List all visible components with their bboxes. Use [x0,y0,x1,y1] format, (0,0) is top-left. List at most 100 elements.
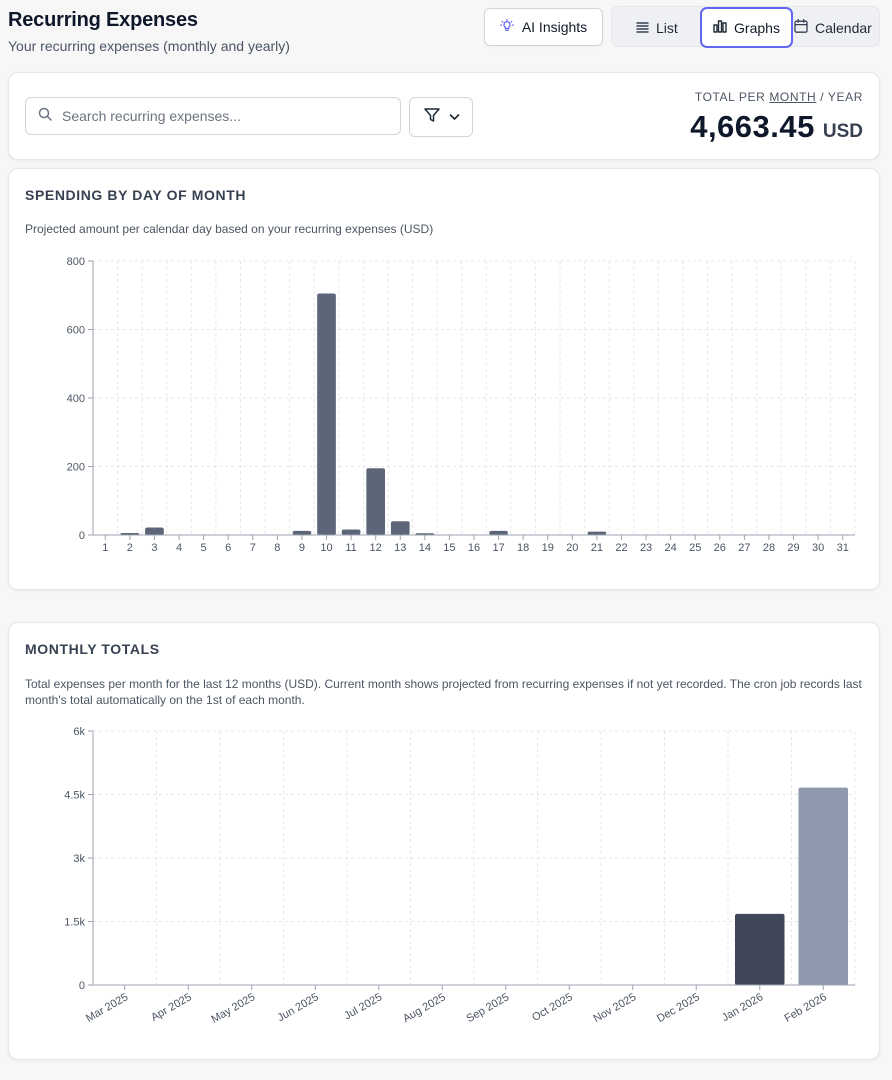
month-y-tick-label: 3k [73,853,85,865]
day-x-tick-label: 14 [419,542,431,554]
total-period-label: TOTAL PER MONTH / YEAR [695,90,863,104]
day-y-tick-label: 400 [67,393,85,405]
day-x-tick-label: 24 [665,542,677,554]
search-box[interactable] [25,97,401,135]
day-x-tick-label: 26 [714,542,726,554]
page-subtitle: Your recurring expenses (monthly and yea… [8,38,290,54]
day-x-tick-label: 25 [689,542,701,554]
day-x-tick-label: 1 [102,542,108,554]
monthly-totals-chart: 0 1.5k 3k 4.5k 6k Mar 2025 Apr 2025 May 2025 Jun… [64,726,856,1026]
day-x-tick-label: 19 [542,542,554,554]
day-x-tick-label: 4 [176,542,182,554]
month-x-tick-label: Feb 2026 [782,991,828,1025]
day-x-tick-label: 20 [566,542,578,554]
day-x-tick-label: 16 [468,542,480,554]
total-label-separator: / [816,90,828,104]
total-amount: 4,663.45 USD [690,109,863,145]
day-chart-description: Projected amount per calendar day based … [25,222,434,236]
day-x-tick-label: 12 [370,542,382,554]
day-bar [587,531,607,535]
day-x-tick-label: 2 [127,542,133,554]
month-x-tick-label: Mar 2025 [84,991,130,1025]
view-calendar-label: Calendar [815,19,872,36]
day-x-tick-label: 22 [615,542,627,554]
calendar-icon [794,18,808,36]
day-bar [390,521,410,535]
monthly-totals-card: MONTHLY TOTALS Total expenses per month … [8,622,880,1060]
day-bar [366,468,386,535]
day-x-tick-label: 17 [492,542,504,554]
day-y-tick-label: 200 [67,462,85,474]
month-x-tick-label: May 2025 [209,991,257,1026]
day-x-tick-label: 28 [763,542,775,554]
monthly-chart-heading: MONTHLY TOTALS [25,641,160,657]
total-amount-value: 4,663.45 [690,109,815,144]
day-x-tick-label: 21 [591,542,603,554]
day-x-tick-label: 5 [201,542,207,554]
day-bar [489,530,508,535]
search-input[interactable] [62,108,382,124]
search-icon [38,107,52,126]
day-x-tick-label: 31 [837,542,849,554]
day-x-tick-label: 18 [517,542,529,554]
monthly-chart-description: Total expenses per month for the last 12… [25,677,862,707]
day-x-tick-label: 15 [443,542,455,554]
month-x-tick-label: Aug 2025 [401,991,448,1025]
filter-icon [423,106,441,129]
month-y-tick-label: 6k [73,726,85,738]
day-x-tick-label: 23 [640,542,652,554]
lightbulb-icon [499,18,514,36]
day-x-tick-label: 13 [394,542,406,554]
month-x-tick-label: Dec 2025 [655,991,702,1025]
month-x-tick-label: Apr 2025 [149,991,194,1024]
month-x-tick-label: Jul 2025 [342,991,384,1022]
day-y-tick-label: 0 [79,530,85,542]
list-icon [636,20,649,36]
month-y-tick-label: 0 [79,980,85,992]
day-x-tick-label: 27 [738,542,750,554]
month-x-tick-label: Sep 2025 [464,991,511,1025]
month-bar [798,787,849,985]
month-x-tick-label: Nov 2025 [591,991,638,1025]
total-currency: USD [822,121,863,142]
day-x-tick-label: 6 [225,542,231,554]
page-header: Recurring Expenses Your recurring expens… [8,6,880,56]
day-x-tick-label: 8 [274,542,280,554]
month-x-tick-label: Jun 2025 [276,991,321,1024]
day-x-tick-label: 11 [345,542,356,554]
search-card: TOTAL PER MONTH / YEAR 4,663.45 USD [8,72,880,160]
total-label-prefix: TOTAL PER [694,90,770,104]
view-list-button[interactable]: List [636,7,678,48]
day-x-tick-label: 10 [320,542,332,554]
day-x-tick-label: 29 [787,542,799,554]
ai-insights-label: AI Insights [521,19,588,35]
ai-insights-button[interactable]: AI Insights [484,8,603,46]
day-x-tick-label: 9 [299,542,305,554]
day-x-tick-label: 30 [812,542,824,554]
view-toggle: List Graphs Calendar [611,6,880,48]
day-bar [145,527,164,535]
bar-chart-icon [713,19,727,36]
view-graphs-label: Graphs [734,19,780,36]
month-bar [734,913,785,985]
chevron-down-icon [449,108,460,126]
period-month-toggle[interactable]: MONTH [769,90,817,104]
view-list-label: List [656,19,678,36]
day-bar [341,529,361,535]
page-title: Recurring Expenses [8,9,198,31]
view-calendar-button[interactable]: Calendar [794,7,872,48]
day-y-tick-label: 600 [67,325,85,337]
month-y-tick-label: 4.5k [64,790,85,802]
view-graphs-button[interactable]: Graphs [700,7,793,48]
filter-button[interactable] [409,97,473,137]
month-x-tick-label: Jan 2026 [720,991,765,1024]
day-chart-heading: SPENDING BY DAY OF MONTH [25,187,247,203]
day-of-month-card: SPENDING BY DAY OF MONTH Projected amoun… [8,168,880,590]
day-bar [317,293,336,535]
month-y-tick-label: 1.5k [64,917,85,929]
period-year-toggle[interactable]: YEAR [827,90,863,104]
day-bar [292,530,312,535]
day-y-tick-label: 800 [67,257,85,268]
month-x-tick-label: Oct 2025 [530,991,575,1024]
